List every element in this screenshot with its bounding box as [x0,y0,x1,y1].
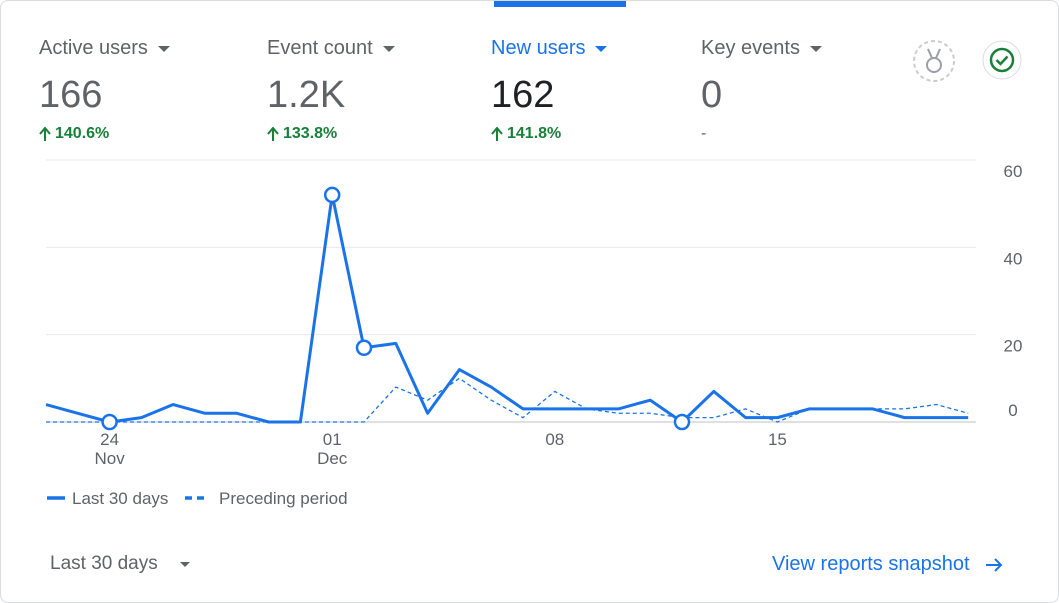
achievement-icon[interactable] [912,39,956,83]
x-tick-label: 15 [768,430,787,449]
metric-value: 0 [701,74,723,116]
date-range-select[interactable]: Last 30 days [50,553,190,575]
y-tick-label: 40 [1004,249,1023,268]
metric-change: - [701,125,901,143]
metric-tab[interactable]: Event count 1.2K 133.8% [267,37,467,143]
metric-value: 1.2K [267,74,346,116]
y-tick-label: 20 [1004,337,1023,356]
metric-tab[interactable]: Active users 166 140.6% [39,37,239,143]
caret [809,45,822,52]
metric-change-label: 141.8% [507,125,562,142]
metric-name: Active users [39,37,239,60]
status-icon[interactable] [981,39,1023,81]
point-marker [101,413,118,431]
view-reports-link[interactable]: View reports snapshot [772,553,1004,576]
point-marker [355,339,373,357]
up-arrow [39,127,51,141]
metric-value: 166 [39,74,103,116]
metric-name: New users [491,37,691,60]
metric-name: Key events [701,37,901,60]
x-tick-label: 24 [100,430,119,449]
series-line [46,377,969,423]
link-label: View reports snapshot [772,553,970,575]
metric-change-label: 140.6% [55,125,110,142]
arrow-icon [985,557,1002,572]
metric-tab[interactable]: New users 162 141.8% [491,37,691,143]
date-range-label: Last 30 days [50,553,158,574]
metric-name-label: New users [491,37,586,59]
series-line [45,193,969,424]
metric-change: 133.8% [267,125,467,143]
caret [157,45,170,52]
y-tick-label: 60 [1004,162,1023,181]
x-tick-label: 08 [545,430,564,449]
selected-indicator [494,1,626,7]
point-marker [673,413,691,431]
metric-name: Event count [267,37,467,60]
caret [595,45,608,52]
x-tick-month: Dec [317,449,348,468]
metric-change: 140.6% [39,125,239,143]
metric-name-label: Event count [267,37,373,59]
caret [382,45,395,52]
metric-change-label: 133.8% [283,125,338,142]
legend-label: Preceding period [219,489,348,508]
x-tick-month: Nov [94,449,125,468]
metric-tab[interactable]: Key events 0 - [701,37,901,143]
metric-change: 141.8% [491,125,691,143]
legend-label: Last 30 days [72,489,168,508]
y-tick-label: 0 [1008,401,1017,420]
metric-change-label: - [701,125,707,142]
up-arrow [491,127,503,141]
metric-name-label: Key events [701,37,800,59]
metric-value: 162 [491,74,555,116]
metric-name-label: Active users [39,37,148,59]
point-marker [323,186,341,204]
up-arrow [267,127,279,141]
x-tick-label: 01 [323,430,342,449]
